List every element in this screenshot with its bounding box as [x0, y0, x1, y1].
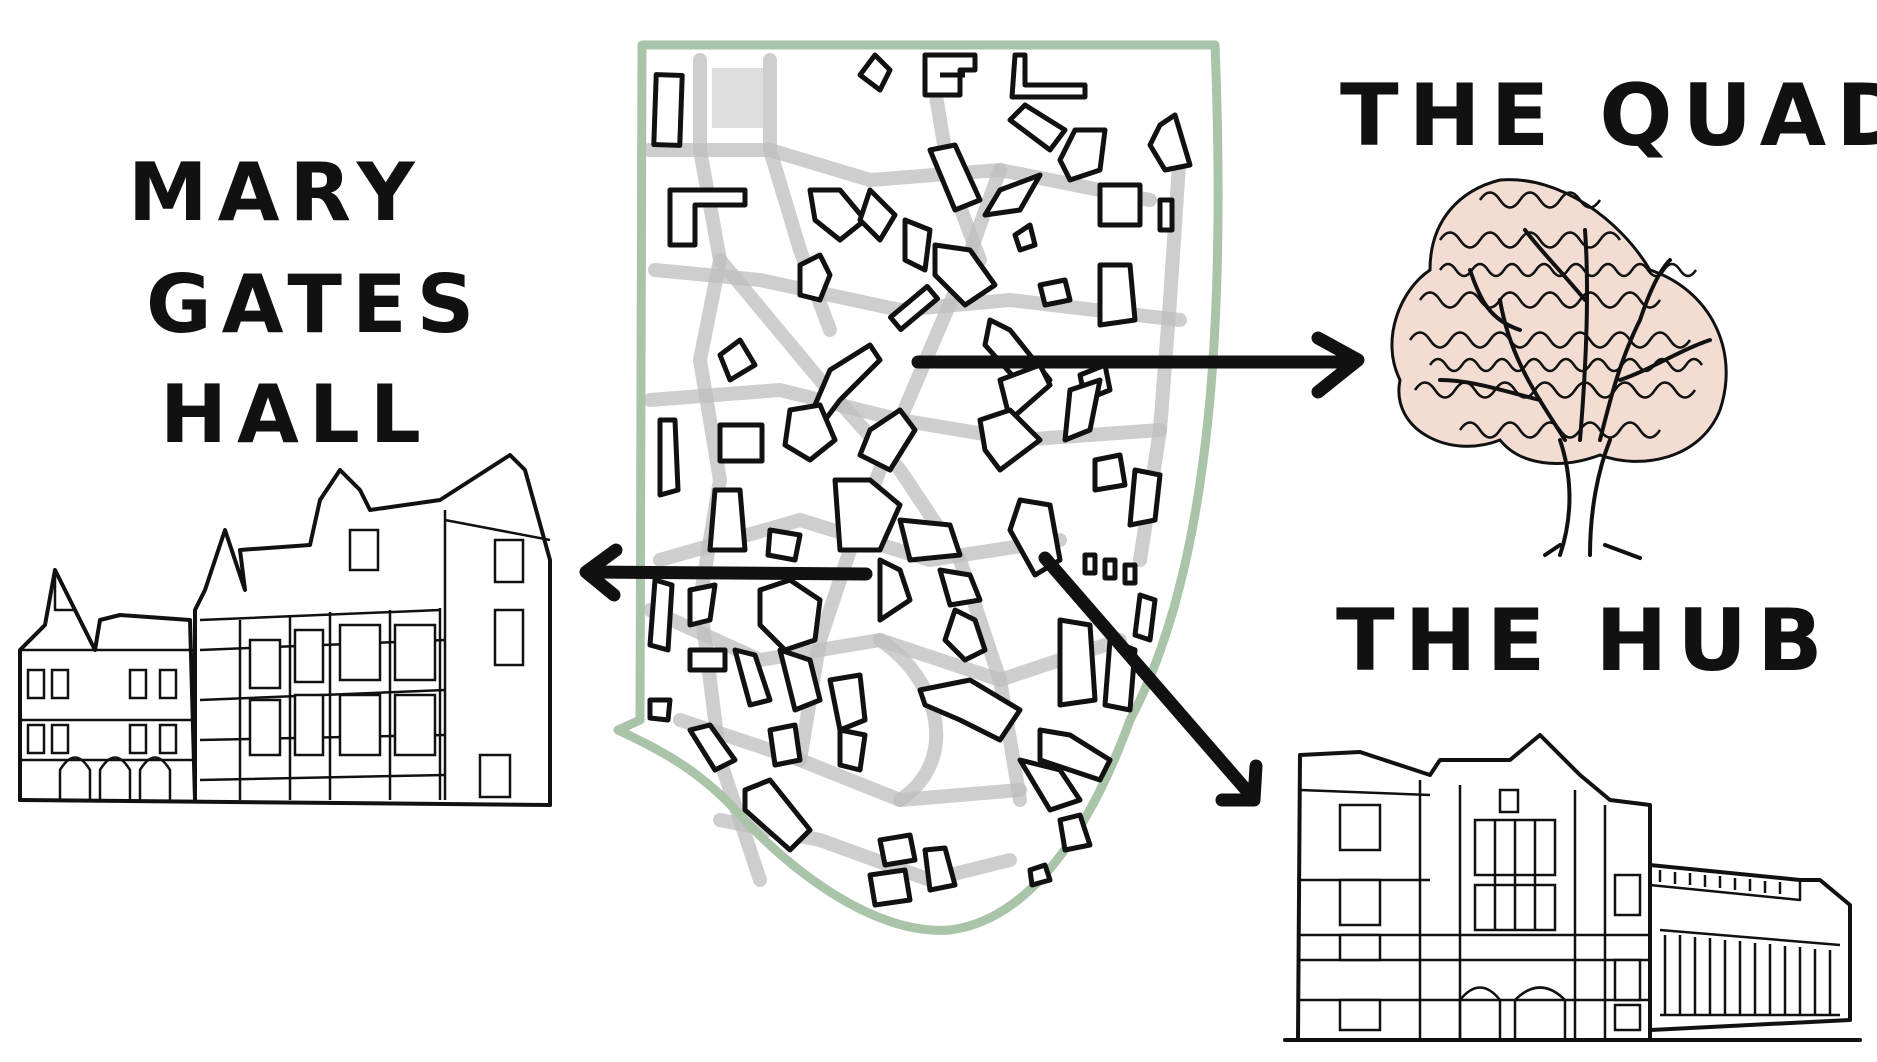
arrow-to-the-hub — [1038, 551, 1263, 807]
the-hub-illustration — [1283, 733, 1862, 1042]
campus-map — [613, 40, 1223, 935]
tree-canopy — [1390, 178, 1728, 465]
mary-gates-hall-label: MARY GATES HALL — [128, 146, 484, 461]
mary-gates-hall-label-line2: GATES — [146, 258, 484, 351]
arrow-to-the-quad — [911, 331, 1365, 399]
arrow-to-mary-gates-hall — [579, 543, 873, 602]
the-hub-label: THE HUB — [1336, 591, 1833, 691]
mary-gates-hall-label-line3: HALL — [160, 368, 431, 461]
the-quad-label: THE QUAD — [1340, 66, 1877, 166]
campus-boundary — [613, 40, 1223, 935]
mary-gates-hall-illustration — [18, 453, 552, 807]
quad-tree-illustration — [1390, 178, 1728, 560]
mary-gates-hall-label-line1: MARY — [128, 146, 425, 239]
campus-buildings — [647, 52, 1193, 908]
